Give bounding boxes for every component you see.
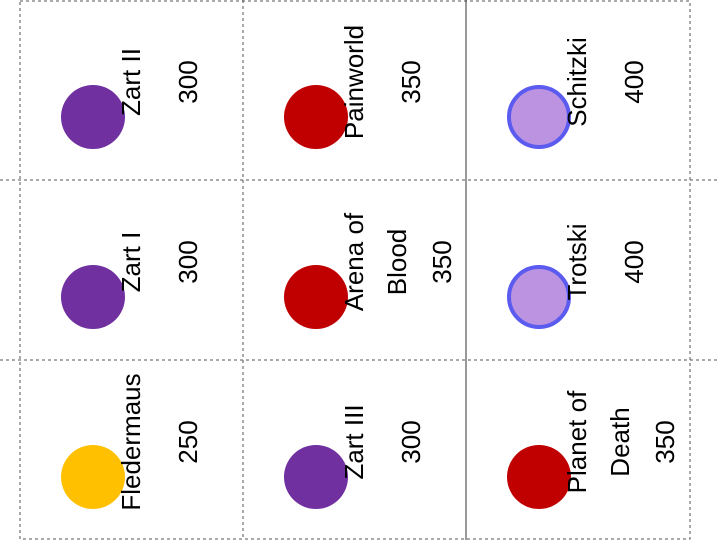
color-dot xyxy=(507,85,571,149)
color-dot xyxy=(284,445,348,509)
color-dot xyxy=(507,265,571,329)
property-card: Planet of Death 350 xyxy=(507,390,680,509)
color-dot xyxy=(284,265,348,329)
card-price: 300 xyxy=(173,240,203,283)
card-price: 350 xyxy=(427,240,457,283)
card-name: Fledermaus xyxy=(116,373,146,510)
color-dot xyxy=(284,85,348,149)
color-dot xyxy=(61,445,125,509)
sheet-border xyxy=(19,0,691,540)
property-card: Zart I 300 xyxy=(61,232,203,329)
card-name: Death xyxy=(605,407,635,476)
card-price: 300 xyxy=(173,60,203,103)
property-card: Arena of Blood 350 xyxy=(284,212,457,329)
card-name: Schitzki xyxy=(562,37,592,127)
card-price: 350 xyxy=(650,420,680,463)
color-dot xyxy=(507,445,571,509)
card-name: Arena of xyxy=(339,212,369,311)
property-card: Zart II 300 xyxy=(61,48,203,149)
card-price: 350 xyxy=(396,60,426,103)
property-card: Trotski 400 xyxy=(507,223,649,329)
color-dot xyxy=(61,265,125,329)
color-dot xyxy=(61,85,125,149)
property-card: Schitzki 400 xyxy=(507,37,649,149)
card-price: 400 xyxy=(619,60,649,103)
card-name: Zart III xyxy=(339,404,369,479)
card-name: Planet of xyxy=(562,390,592,493)
card-name: Painworld xyxy=(339,25,369,139)
card-name: Zart I xyxy=(116,232,146,293)
card-name: Blood xyxy=(382,229,412,296)
card-price: 400 xyxy=(619,240,649,283)
card-price: 250 xyxy=(173,420,203,463)
property-card: Zart III 300 xyxy=(284,404,426,509)
property-card: Painworld 350 xyxy=(284,25,426,149)
property-card: Fledermaus 250 xyxy=(61,373,203,511)
card-price: 300 xyxy=(396,420,426,463)
card-name: Zart II xyxy=(116,48,146,116)
card-name: Trotski xyxy=(562,223,592,300)
